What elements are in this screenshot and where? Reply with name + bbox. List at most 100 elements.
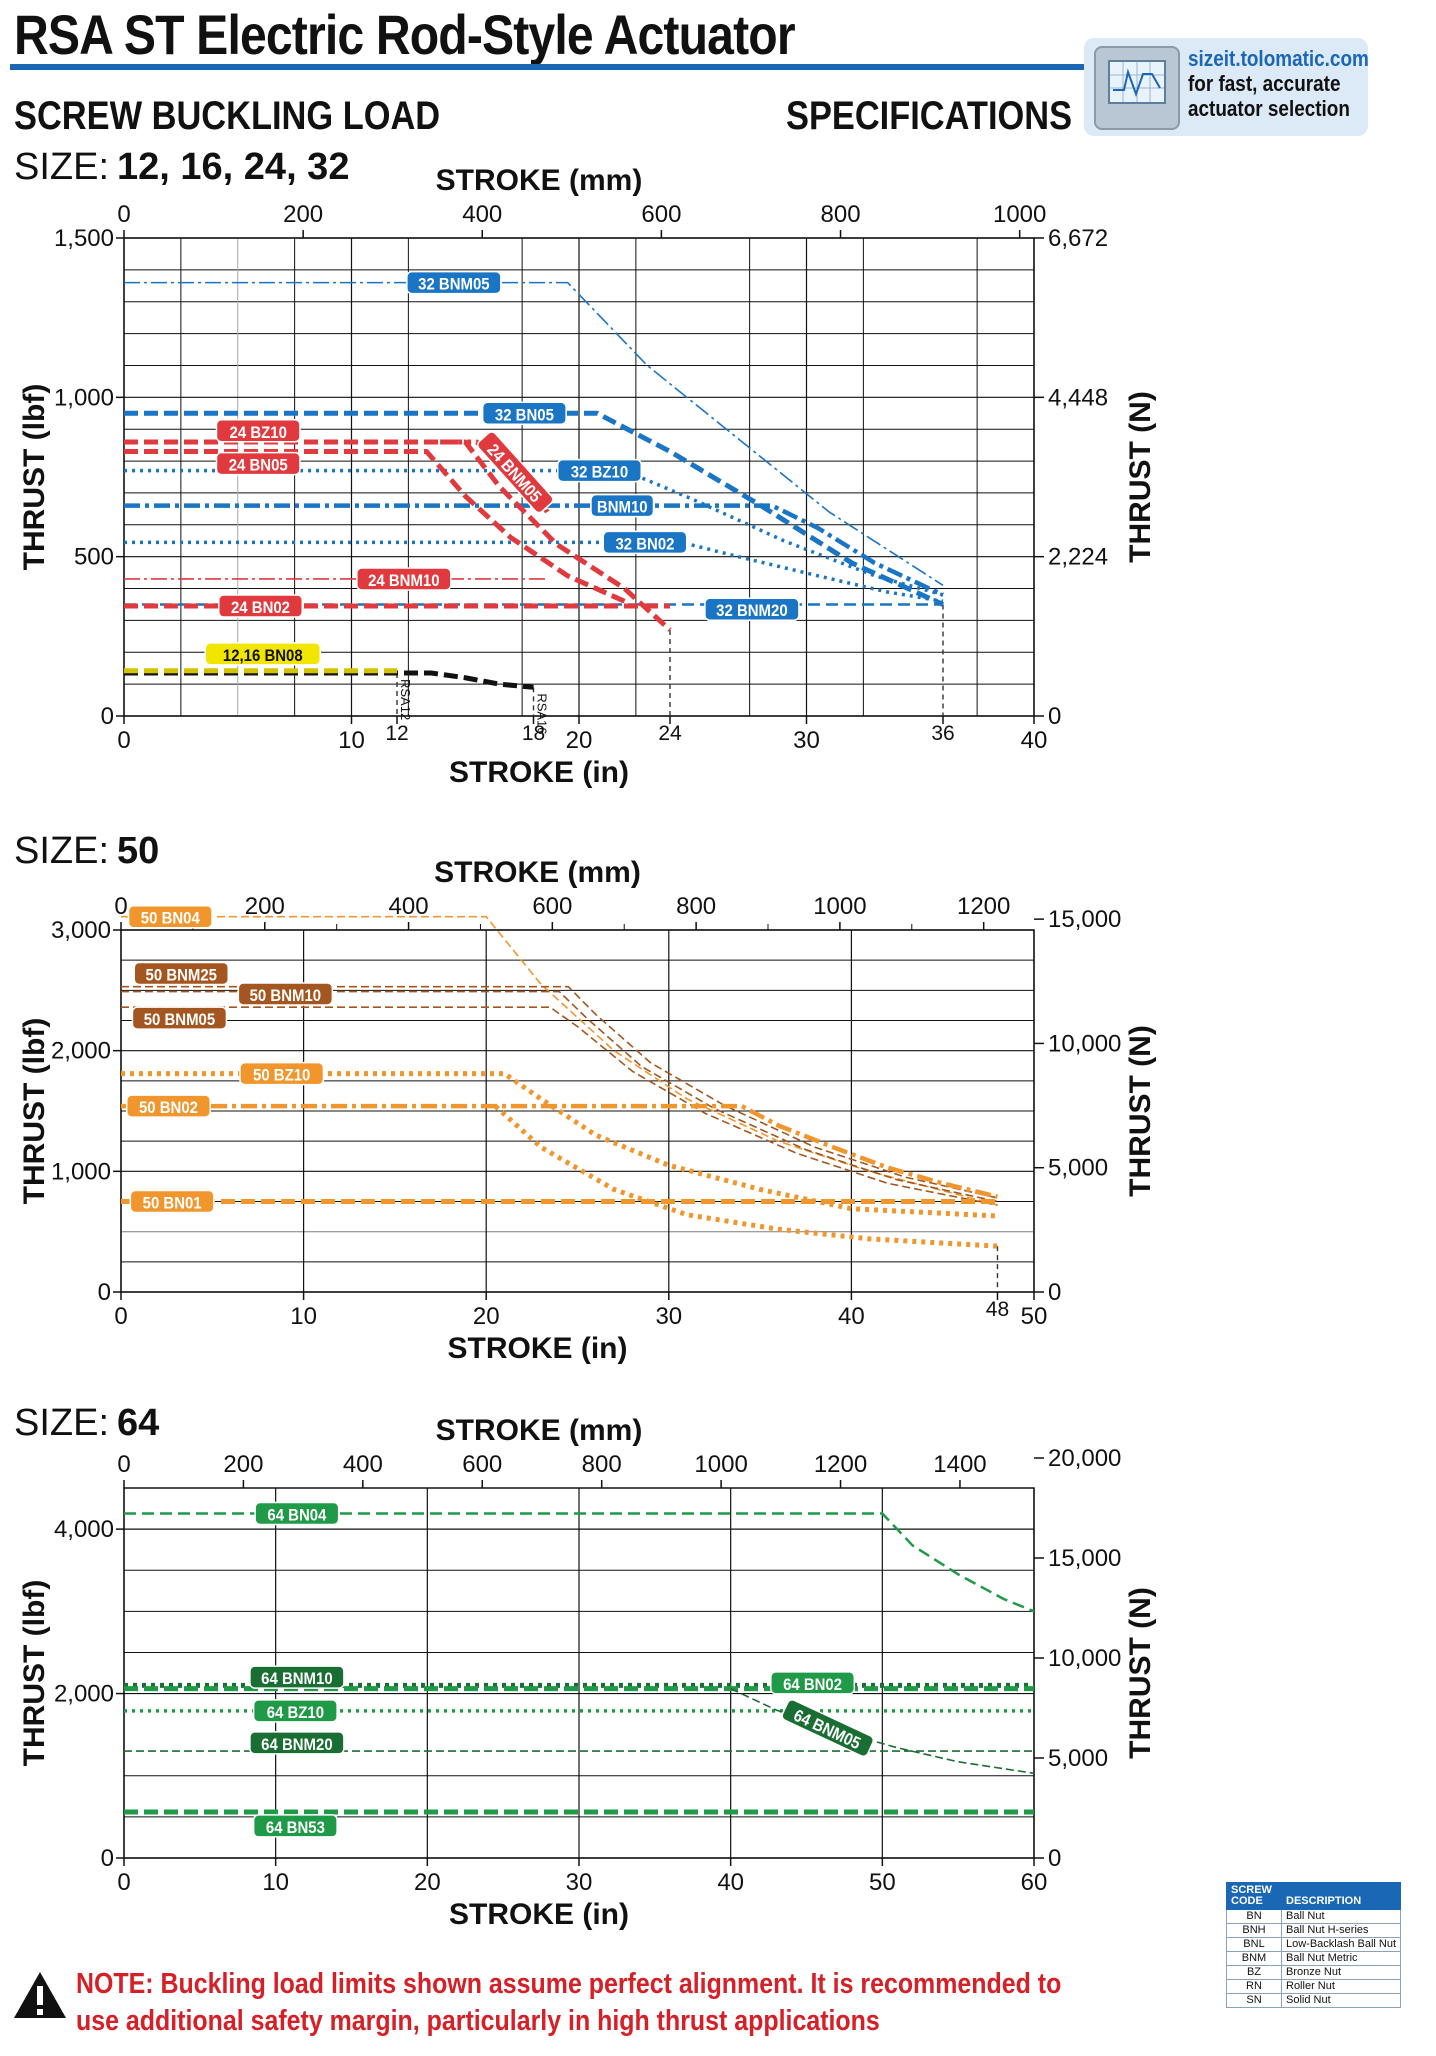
x2-axis-title: STROKE (mm) (434, 856, 641, 889)
legend-row: SN Solid Nut (1226, 1993, 1402, 2008)
series-label-tag (215, 451, 301, 476)
series-label-text: 32 BNM05 (418, 276, 490, 294)
series-label-tag (781, 1699, 875, 1758)
series-label-tag (476, 431, 554, 514)
series-label-text: 32 BNM20 (716, 602, 788, 620)
series-line (124, 540, 944, 604)
series-label-tag (249, 1665, 345, 1689)
x2-tick-label: 1000 (813, 893, 866, 920)
series-line (121, 1006, 998, 1206)
sizeit-tagline-2: actuator selection (1188, 96, 1350, 121)
x2-tick-label: 1200 (957, 893, 1010, 920)
series-label: 50 BN04 (127, 904, 213, 929)
series-label-text: 50 BN02 (139, 1099, 198, 1117)
y2-tick-label: 5,000 (1048, 1155, 1108, 1182)
series-label-tag (254, 1501, 340, 1526)
series-label: 64 BN02 (770, 1671, 856, 1695)
x-tick-label: 50 (869, 1869, 896, 1896)
y-tick-label: 4,000 (54, 1516, 114, 1543)
sizeit-tagline-1: for fast, accurate (1188, 71, 1341, 96)
x-tick-label: 30 (793, 727, 820, 754)
sizeit-url[interactable]: sizeit.tolomatic.com (1188, 46, 1369, 71)
series-line (124, 468, 944, 597)
x-axis-title: STROKE (in) (448, 1332, 628, 1365)
series-label-tag (125, 1094, 211, 1118)
screw-code-legend: SCREW CODE DESCRIPTION BN Ball Nut BNH Ball… (1226, 1882, 1402, 2008)
series-label-tag (249, 1731, 345, 1755)
x-tick-label: 10 (290, 1303, 317, 1330)
y2-tick-label: 10,000 (1048, 1030, 1121, 1057)
series-line (124, 1512, 1035, 1613)
y2-tick-label: 15,000 (1048, 906, 1121, 933)
legend-description: Solid Nut (1280, 1993, 1402, 2008)
series-label-tag (215, 419, 301, 443)
size-label-value: 64 (117, 1402, 160, 1444)
legend-code: BN (1226, 1909, 1282, 1924)
y2-tick-label: 6,672 (1048, 225, 1108, 252)
series-line (121, 1103, 999, 1199)
series-label-text: 50 BNM05 (144, 1011, 216, 1029)
series-label: 32 BNM05 (406, 270, 502, 295)
x-tick-label: 10 (338, 727, 365, 754)
series-label: 64 BZ10 (252, 1699, 338, 1723)
y2-axis-title: THRUST (N) (1124, 391, 1157, 563)
legend-description: Ball Nut Metric (1280, 1951, 1402, 1966)
y-tick-label: 2,000 (51, 1038, 111, 1065)
x2-tick-label: 0 (114, 893, 127, 920)
warning-triangle-icon (14, 1972, 66, 2018)
stroke-limit-label: RSA12 (398, 679, 413, 720)
x-extra-tick-label: 24 (658, 722, 682, 745)
series-label: 24 BZ10 (215, 419, 301, 443)
series-label-tag (602, 530, 688, 555)
series-label-text: 64 BNM20 (261, 1736, 333, 1754)
series-line (121, 990, 998, 1203)
y2-tick-label: 4,448 (1048, 384, 1108, 411)
legend-row: BN Ball Nut (1226, 1909, 1402, 1924)
series-line (124, 410, 945, 607)
y2-tick-label: 5,000 (1048, 1745, 1108, 1772)
series-label-tag (556, 458, 642, 483)
legend-description: Low-Backlash Ball Nut (1280, 1937, 1402, 1952)
x-tick-label: 60 (1021, 1869, 1048, 1896)
stroke-limit-label: RSA16 (535, 693, 550, 734)
sizeit-badge[interactable]: sizeit.tolomatic.com for fast, accurate … (1084, 38, 1369, 136)
y-tick-label: 0 (98, 1279, 111, 1306)
x-tick-label: 0 (114, 1303, 127, 1330)
series-line (124, 503, 944, 597)
y2-tick-label: 0 (1048, 1845, 1061, 1872)
y-tick-label: 500 (74, 544, 114, 571)
series-label: 64 BNM10 (249, 1665, 345, 1689)
x-axis-title: STROKE (in) (449, 1898, 629, 1931)
series-label-tag (127, 904, 213, 929)
y-tick-label: 1,000 (51, 1158, 111, 1185)
legend-description: Bronze Nut (1280, 1965, 1402, 1980)
series-label-text: 50 BZ10 (253, 1067, 310, 1085)
series-label-text: 32 BN02 (615, 536, 674, 554)
series-label-tag (356, 567, 452, 591)
series-label-tag (133, 961, 230, 986)
series-label-tag (590, 493, 655, 518)
y2-axis-title: THRUST (N) (1124, 1587, 1157, 1759)
x-tick-label: 20 (566, 727, 593, 754)
legend-code: BNH (1226, 1923, 1282, 1938)
size-label-prefix: SIZE: (14, 830, 110, 872)
y2-tick-label: 0 (1048, 703, 1061, 730)
series-label-tag (704, 597, 800, 621)
series-label: BNM10 (590, 493, 655, 518)
series-label: 50 BN01 (129, 1189, 215, 1214)
y-tick-label: 1,000 (54, 384, 114, 411)
series-label-tag (204, 642, 322, 666)
y-tick-label: 0 (101, 1845, 114, 1872)
y2-axis-title: THRUST (N) (1124, 1025, 1157, 1197)
series-label-tag (481, 401, 567, 426)
series-line (493, 1104, 998, 1249)
x2-tick-label: 600 (532, 893, 572, 920)
series-label-text: BNM10 (597, 499, 648, 517)
series-label-tag (239, 1061, 325, 1086)
x2-tick-label: 600 (641, 201, 681, 228)
y2-tick-label: 0 (1048, 1279, 1061, 1306)
size-label-prefix: SIZE: (14, 1402, 110, 1444)
series-label-tag (770, 1671, 856, 1695)
x2-tick-label: 1200 (814, 1451, 867, 1478)
series-label: 50 BNM10 (237, 982, 334, 1006)
